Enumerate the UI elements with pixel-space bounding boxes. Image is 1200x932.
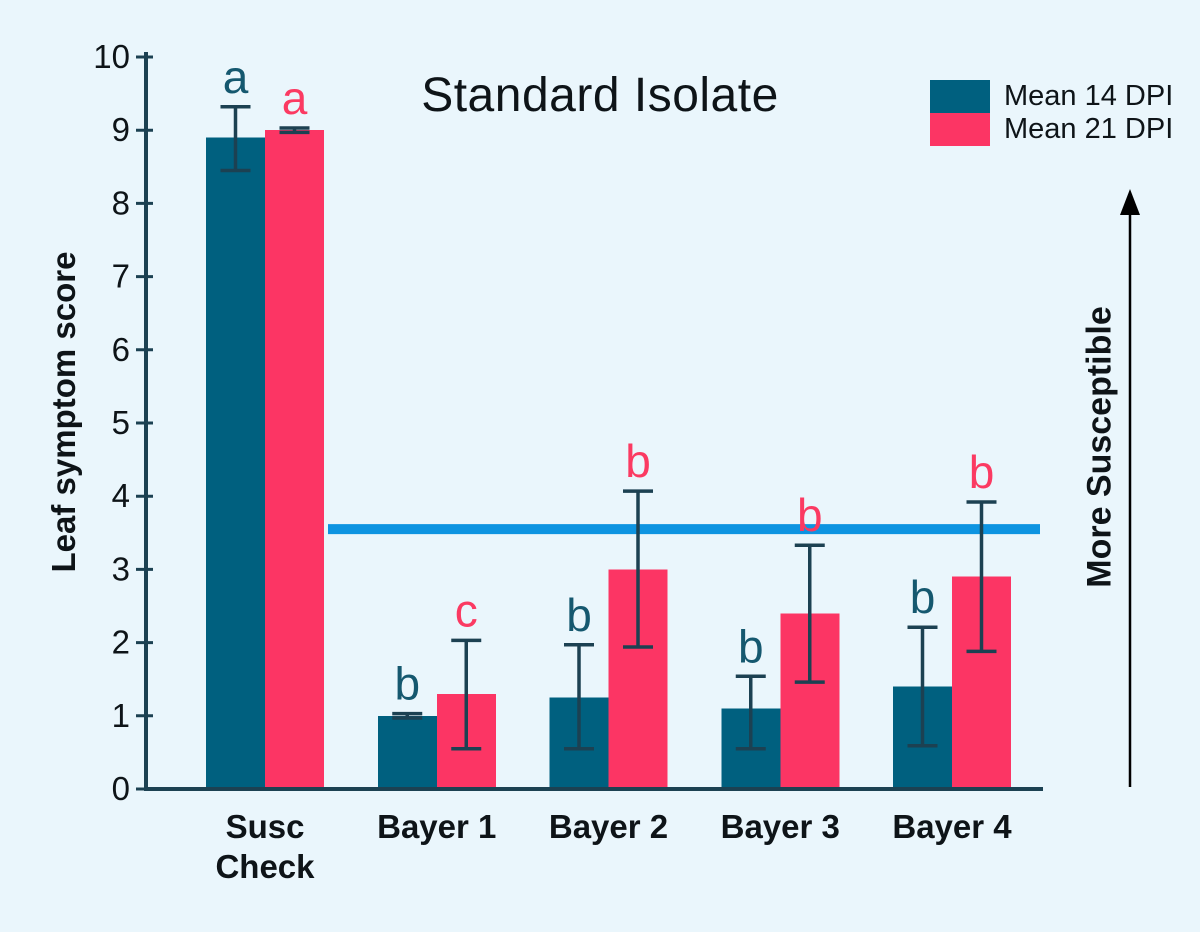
sig-letter: b [910, 571, 936, 623]
legend-item-mean-14-dpi: Mean 14 DPI [930, 80, 1173, 113]
y-axis-title: Leaf symptom score [45, 251, 82, 573]
legend: Mean 14 DPI Mean 21 DPI [930, 80, 1173, 146]
category-label: Bayer 2 [549, 808, 668, 845]
category-label: Bayer 4 [892, 808, 1012, 845]
y-tick-label: 0 [112, 770, 130, 807]
y-tick-label: 6 [112, 331, 130, 368]
sig-letter: b [738, 620, 764, 672]
y-tick-label: 5 [112, 404, 130, 441]
y-tick-label: 4 [112, 477, 130, 514]
bar-mean-21-dpi-susc-check [265, 130, 324, 791]
legend-label-mean-21-dpi: Mean 21 DPI [1004, 113, 1174, 145]
y-tick-label: 10 [93, 38, 130, 75]
legend-swatch-mean-21-dpi [930, 113, 990, 146]
sig-letter: c [455, 584, 478, 636]
sig-letter: b [394, 658, 420, 710]
legend-swatch-mean-14-dpi [930, 80, 990, 113]
susceptibility-arrow-head [1120, 189, 1140, 215]
sig-letter: b [625, 435, 651, 487]
y-tick-label: 7 [112, 258, 130, 295]
bar-mean-14-dpi-bayer-1 [377, 715, 437, 791]
sig-letter: b [969, 446, 995, 498]
y-tick-label: 8 [112, 184, 130, 221]
sig-letter: b [566, 589, 592, 641]
sig-letter: a [223, 51, 249, 103]
sig-letter: b [797, 489, 823, 541]
y-tick-label: 1 [112, 697, 130, 734]
category-label: Check [215, 848, 315, 885]
legend-item-mean-21-dpi: Mean 21 DPI [930, 113, 1173, 146]
y-tick-label: 3 [112, 550, 130, 587]
x-axis-line [144, 787, 1043, 791]
bar-mean-14-dpi-susc-check [206, 137, 265, 791]
legend-label-mean-14-dpi: Mean 14 DPI [1004, 80, 1174, 112]
y-tick-label: 2 [112, 624, 130, 661]
category-label: Bayer 3 [721, 808, 840, 845]
chart-title: Standard Isolate [421, 69, 779, 122]
sig-letter: a [282, 72, 308, 124]
category-label: Susc [226, 808, 305, 845]
y-tick-label: 9 [112, 111, 130, 148]
category-label: Bayer 1 [377, 808, 496, 845]
more-susceptible-label: More Susceptible [1080, 306, 1119, 588]
